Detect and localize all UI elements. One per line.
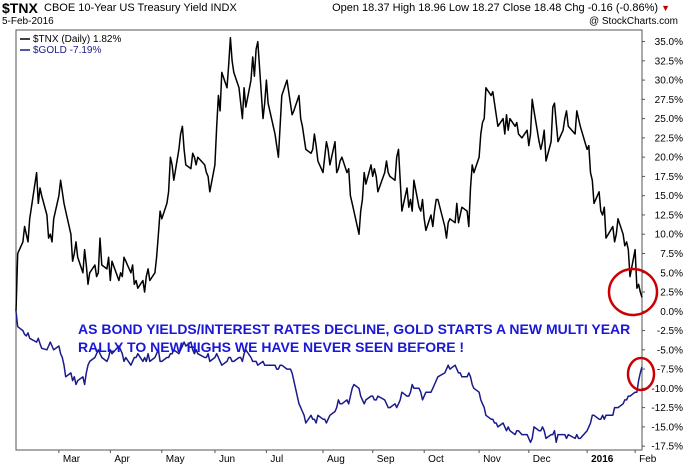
chart-date: 5-Feb-2016 bbox=[2, 16, 54, 27]
y-tick-label: 0.0% bbox=[660, 307, 683, 318]
y-tick-label: -10.0% bbox=[651, 384, 683, 395]
y-tick-label: 12.5% bbox=[655, 210, 683, 221]
x-tick-label: Sep bbox=[377, 454, 395, 465]
y-tick-label: 22.5% bbox=[655, 133, 683, 144]
highlight-circle-tnx bbox=[607, 267, 659, 317]
y-tick-label: 20.0% bbox=[655, 153, 683, 164]
down-triangle-icon: ▼ bbox=[661, 3, 670, 13]
y-tick-label: -15.0% bbox=[651, 422, 683, 433]
y-tick-label: -2.5% bbox=[657, 326, 683, 337]
x-tick-label: Jun bbox=[219, 454, 235, 465]
y-tick-label: 15.0% bbox=[655, 191, 683, 202]
y-tick-label: 32.5% bbox=[655, 56, 683, 67]
x-tick-label: Oct bbox=[428, 454, 444, 465]
y-tick-label: -5.0% bbox=[657, 345, 683, 356]
x-tick-label: Apr bbox=[114, 454, 130, 465]
watermark: @ StockCharts.com bbox=[588, 16, 678, 27]
x-axis: Mar Apr May Jun Jul Aug Sep Oct Nov Dec 2016 Feb bbox=[58, 450, 657, 465]
ohlc-summary: Open 18.37 High 18.96 Low 18.27 Close 18… bbox=[332, 2, 670, 14]
y-tick-label: -12.5% bbox=[651, 403, 683, 414]
y-tick-label: 10.0% bbox=[655, 230, 683, 241]
y-tick-label: -17.5% bbox=[651, 442, 683, 453]
plot-frame bbox=[15, 29, 643, 451]
ohlc-text: Open 18.37 High 18.96 Low 18.27 Close 18… bbox=[332, 2, 659, 14]
x-tick-label: 2016 bbox=[591, 454, 614, 465]
legend-label-gold: $GOLD -7.19% bbox=[33, 45, 101, 56]
y-tick-label: 2.5% bbox=[660, 288, 683, 299]
x-tick-label: Feb bbox=[639, 454, 657, 465]
y-tick-label: -7.5% bbox=[657, 365, 683, 376]
y-tick-label: 35.0% bbox=[655, 37, 683, 48]
legend: $TNX (Daily) 1.82% $GOLD -7.19% bbox=[20, 34, 121, 56]
x-tick-label: Jul bbox=[270, 454, 283, 465]
annotation-line-2: RALLY TO NEW HIGHS WE HAVE NEVER SEEN BE… bbox=[78, 339, 464, 355]
y-axis: 35.0% 32.5% 30.0% 27.5% 25.0% 22.5% 20.0% 17.5%… bbox=[642, 37, 683, 453]
x-tick-label: May bbox=[166, 454, 185, 465]
series-line-gold bbox=[15, 311, 643, 444]
ticker-name: CBOE 10-Year US Treasury Yield INDX bbox=[44, 2, 237, 14]
legend-label-tnx: $TNX (Daily) 1.82% bbox=[33, 34, 121, 45]
y-tick-label: 7.5% bbox=[660, 249, 683, 260]
y-tick-label: 25.0% bbox=[655, 114, 683, 125]
series-line-tnx bbox=[15, 36, 643, 312]
x-tick-label: Mar bbox=[63, 454, 81, 465]
x-tick-label: Nov bbox=[483, 454, 501, 465]
x-tick-label: Dec bbox=[533, 454, 551, 465]
y-tick-label: 30.0% bbox=[655, 76, 683, 87]
annotation-line-1: AS BOND YIELDS/INTEREST RATES DECLINE, G… bbox=[78, 321, 630, 337]
y-tick-label: 17.5% bbox=[655, 172, 683, 183]
y-tick-label: 27.5% bbox=[655, 95, 683, 106]
series-lines bbox=[15, 36, 643, 444]
x-tick-label: Aug bbox=[327, 454, 345, 465]
y-tick-label: 5.0% bbox=[660, 268, 683, 279]
chart-header: $TNX CBOE 10-Year US Treasury Yield INDX… bbox=[0, 0, 700, 16]
highlight-circle-gold bbox=[626, 356, 656, 392]
ticker-symbol: $TNX bbox=[2, 0, 38, 16]
